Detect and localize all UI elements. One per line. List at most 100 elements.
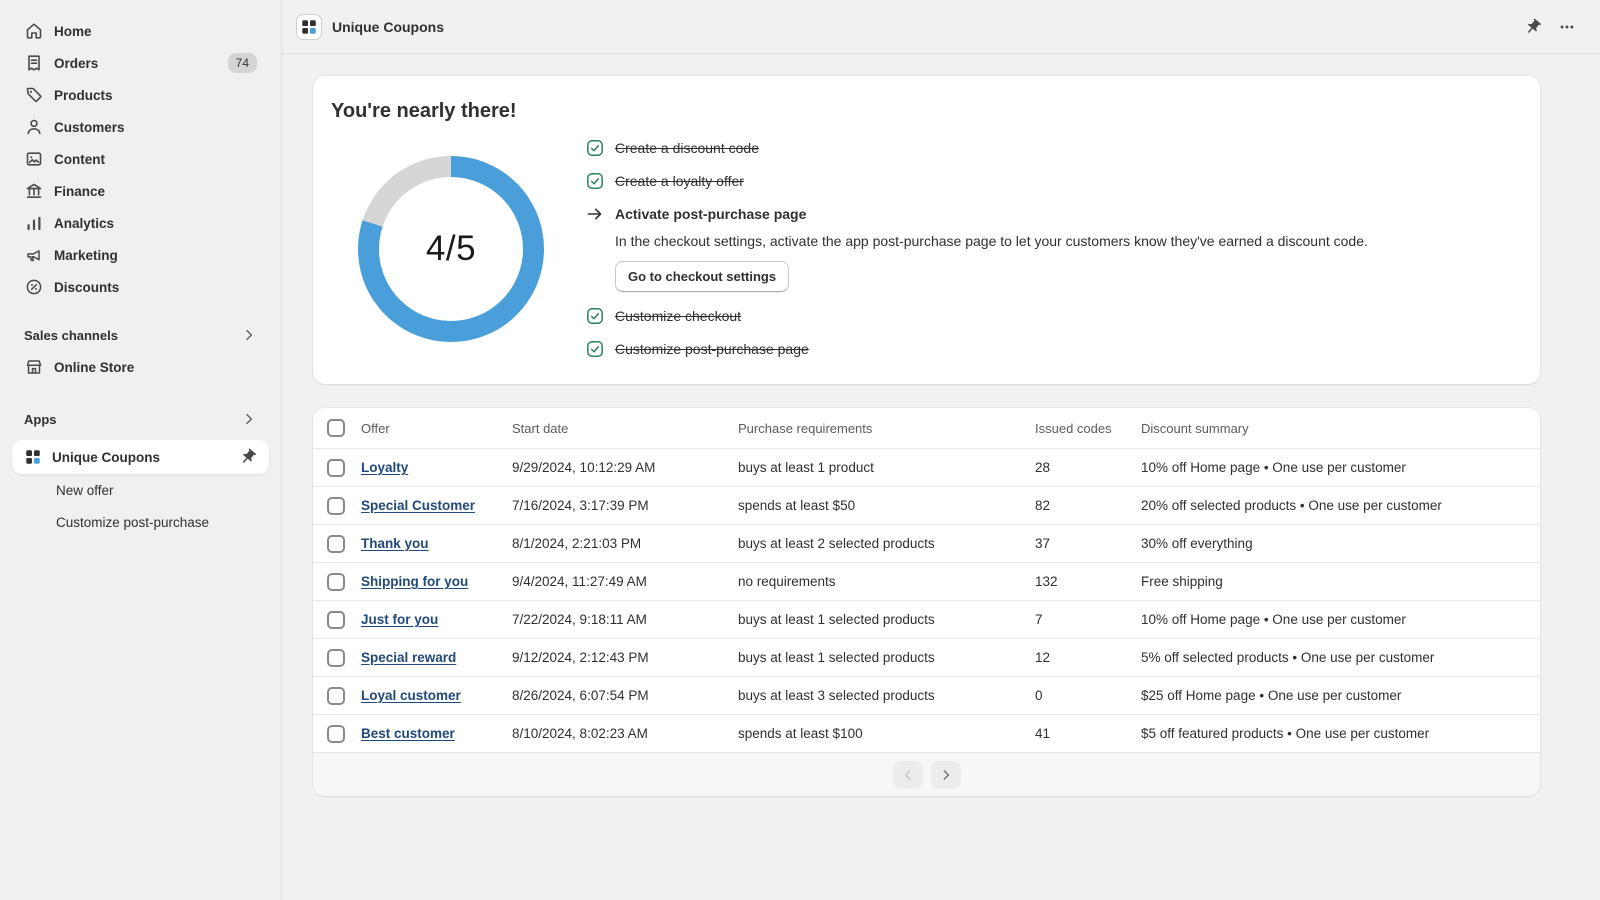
sidebar-item-discounts[interactable]: Discounts: [12, 271, 269, 303]
sidebar-item-customers[interactable]: Customers: [12, 111, 269, 143]
sidebar-item-new-offer[interactable]: New offer: [12, 474, 269, 506]
row-checkbox[interactable]: [327, 648, 345, 667]
discount-summary-cell: 10% off Home page • One use per customer: [1141, 612, 1406, 627]
content-icon: [24, 149, 44, 169]
pagination-next-button[interactable]: [930, 760, 961, 789]
issued-codes-cell: 12: [1035, 650, 1051, 665]
issued-codes-cell: 132: [1035, 574, 1058, 589]
progress-label: 4/5: [425, 229, 477, 268]
pagination-prev-button[interactable]: [892, 760, 923, 789]
sidebar-item-label: Content: [54, 151, 105, 167]
offer-link[interactable]: Loyal customer: [361, 688, 461, 703]
step-description: In the checkout settings, activate the a…: [615, 233, 1368, 249]
checklist-title: You're nearly there!: [331, 100, 517, 122]
row-checkbox[interactable]: [327, 686, 345, 705]
marketing-icon: [24, 245, 44, 265]
select-all-checkbox[interactable]: [327, 419, 345, 437]
sidebar-section-apps[interactable]: Apps: [12, 403, 269, 435]
offer-link[interactable]: Best customer: [361, 726, 455, 741]
table-row: Thank you 8/1/2024, 2:21:03 PM buys at l…: [313, 524, 1540, 562]
arrow-right-icon: [585, 204, 605, 224]
requirements-cell: buys at least 2 selected products: [738, 536, 935, 551]
sidebar-item-label: Discounts: [54, 279, 120, 295]
sidebar-item-marketing[interactable]: Marketing: [12, 239, 269, 271]
finance-icon: [24, 181, 44, 201]
offer-link[interactable]: Just for you: [361, 612, 439, 627]
more-button[interactable]: [1552, 12, 1582, 42]
offer-link[interactable]: Special reward: [361, 650, 457, 665]
sidebar-item-analytics[interactable]: Analytics: [12, 207, 269, 239]
start-date-cell: 8/10/2024, 8:02:23 AM: [512, 726, 648, 741]
issued-codes-cell: 0: [1035, 688, 1043, 703]
orders-count-badge: 74: [227, 53, 257, 73]
sidebar-item-orders[interactable]: Orders 74: [12, 47, 269, 79]
sidebar-item-label: Customers: [54, 119, 125, 135]
sidebar-item-online-store[interactable]: Online Store: [12, 351, 269, 383]
table-row: Loyal customer 8/26/2024, 6:07:54 PM buy…: [313, 676, 1540, 714]
start-date-cell: 9/29/2024, 10:12:29 AM: [512, 460, 656, 475]
offer-link[interactable]: Special Customer: [361, 498, 476, 513]
sidebar-item-products[interactable]: Products: [12, 79, 269, 111]
section-label: Apps: [24, 411, 57, 427]
row-checkbox[interactable]: [327, 458, 345, 477]
sidebar-item-finance[interactable]: Finance: [12, 175, 269, 207]
issued-codes-cell: 37: [1035, 536, 1051, 551]
column-header-issued-codes: Issued codes: [1035, 420, 1112, 436]
go-to-checkout-settings-button[interactable]: Go to checkout settings: [615, 261, 790, 292]
row-checkbox[interactable]: [327, 724, 345, 743]
sidebar-item-label: Finance: [54, 183, 106, 199]
offer-link[interactable]: Thank you: [361, 536, 429, 551]
row-checkbox[interactable]: [327, 572, 345, 591]
requirements-cell: buys at least 1 selected products: [738, 650, 935, 665]
discount-summary-cell: $5 off featured products • One use per c…: [1141, 726, 1430, 741]
store-icon: [24, 357, 44, 377]
sidebar-item-content[interactable]: Content: [12, 143, 269, 175]
chevron-right-icon: [241, 411, 257, 427]
column-header-purchase-requirements: Purchase requirements: [738, 420, 873, 436]
requirements-cell: spends at least $100: [738, 726, 863, 741]
sidebar-item-home[interactable]: Home: [12, 15, 269, 47]
start-date-cell: 7/22/2024, 9:18:11 AM: [512, 612, 647, 627]
table-row: Shipping for you 9/4/2024, 11:27:49 AM n…: [313, 562, 1540, 600]
sidebar-item-label: Home: [54, 23, 92, 39]
sidebar-item-customize-post-purchase[interactable]: Customize post-purchase: [12, 506, 269, 538]
sidebar-section-sales-channels[interactable]: Sales channels: [12, 319, 269, 351]
table-row: Best customer 8/10/2024, 8:02:23 AM spen…: [313, 714, 1540, 752]
requirements-cell: buys at least 1 product: [738, 460, 874, 475]
row-checkbox[interactable]: [327, 534, 345, 553]
requirements-cell: spends at least $50: [738, 498, 856, 513]
row-checkbox[interactable]: [327, 496, 345, 515]
sidebar-item-label: Unique Coupons: [52, 449, 160, 465]
sidebar-item-label: Online Store: [54, 359, 135, 375]
table-row: Special Customer 7/16/2024, 3:17:39 PM s…: [313, 486, 1540, 524]
page-title: Unique Coupons: [332, 18, 444, 35]
offer-link[interactable]: Loyalty: [361, 460, 409, 475]
sidebar-item-label: Products: [54, 87, 113, 103]
pin-icon[interactable]: [239, 448, 257, 466]
offer-link[interactable]: Shipping for you: [361, 574, 469, 589]
discounts-icon: [24, 277, 44, 297]
checkbox-checked-icon: [585, 306, 605, 326]
discount-summary-cell: 30% off everything: [1141, 536, 1253, 551]
issued-codes-cell: 28: [1035, 460, 1051, 475]
pagination: [313, 752, 1540, 796]
pin-button[interactable]: [1518, 12, 1548, 42]
app-icon: [296, 13, 322, 40]
discount-summary-cell: Free shipping: [1141, 574, 1223, 589]
table-row: Special reward 9/12/2024, 2:12:43 PM buy…: [313, 638, 1540, 676]
offers-table: Offer Start date Purchase requirements I…: [313, 408, 1540, 796]
row-checkbox[interactable]: [327, 610, 345, 629]
checklist-steps: Create a discount code Create a loyalty …: [585, 128, 1516, 360]
section-label: Sales channels: [24, 327, 118, 343]
checklist-step-completed: Create a loyalty offer: [585, 171, 1516, 192]
sidebar-item-unique-coupons[interactable]: Unique Coupons: [12, 440, 269, 474]
column-header-discount-summary: Discount summary: [1141, 420, 1249, 436]
start-date-cell: 8/26/2024, 6:07:54 PM: [512, 688, 649, 703]
discount-summary-cell: 5% off selected products • One use per c…: [1141, 650, 1435, 665]
page-header: Unique Coupons: [282, 0, 1600, 54]
progress-ring-container: 4/5: [331, 128, 571, 360]
onboarding-checklist-card: You're nearly there! 4/5 Create a discou…: [313, 76, 1540, 384]
column-header-start-date: Start date: [512, 420, 569, 436]
discount-summary-cell: 10% off Home page • One use per customer: [1141, 460, 1406, 475]
